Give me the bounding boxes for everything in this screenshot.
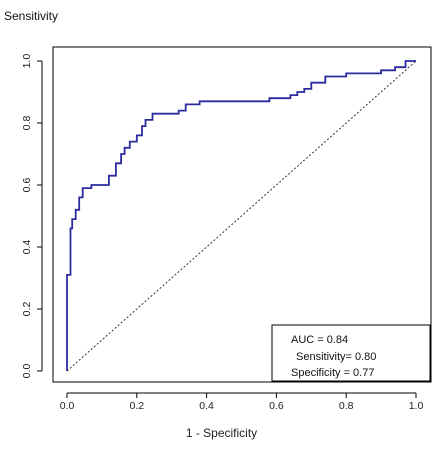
y-tick-label: 0.6: [21, 178, 33, 193]
x-tick-label: 0.8: [339, 400, 354, 412]
x-tick-label: 0.6: [269, 400, 284, 412]
stat-specificity: Specificity = 0.77: [291, 367, 374, 379]
x-tick-label: 0.2: [129, 400, 144, 412]
x-axis-label: 1 - Specificity: [185, 426, 258, 440]
y-tick-label: 0.0: [21, 364, 33, 379]
stats-box-frame: [271, 324, 431, 382]
chart-title: Sensitivity: [4, 9, 59, 23]
reference-diagonal-line: [66, 60, 417, 372]
axes: 0.0 0.2 0.4 0.6 0.8 1.0 0.0 0.2 0.4 0.6 0.8 1.0: [21, 46, 432, 412]
y-tick-label: 0.8: [21, 116, 33, 131]
stats-box: AUC = 0.84 Sensitivity= 0.80 Specificity…: [271, 324, 431, 382]
roc-curve-line: [66, 60, 416, 371]
plot-frame: [52, 46, 432, 383]
stat-sensitivity: Sensitivity= 0.80: [296, 351, 376, 363]
y-tick-label: 0.4: [21, 240, 33, 255]
x-tick-label: 0.4: [199, 400, 214, 412]
x-tick-label: 1.0: [409, 400, 424, 412]
stat-auc: AUC = 0.84: [291, 334, 348, 346]
y-tick-label: 1.0: [21, 54, 33, 69]
y-tick-label: 0.2: [21, 302, 33, 317]
series-layer: [66, 60, 417, 372]
x-tick-label: 0.0: [60, 400, 75, 412]
